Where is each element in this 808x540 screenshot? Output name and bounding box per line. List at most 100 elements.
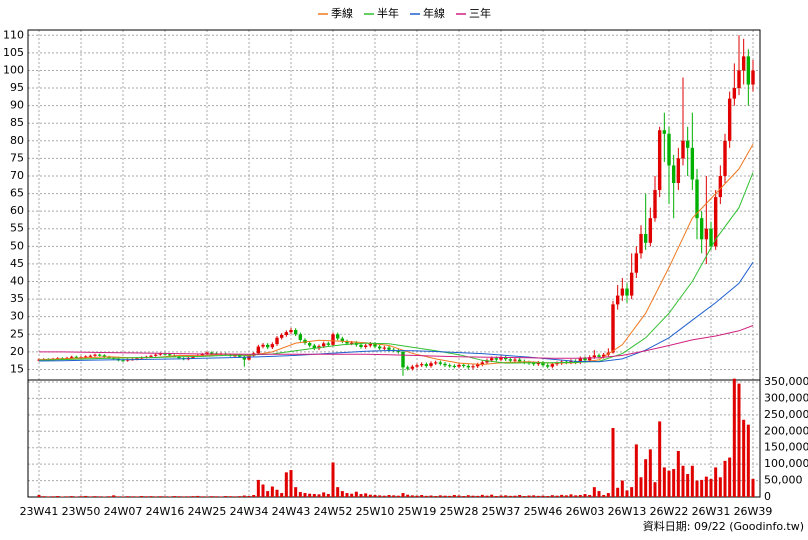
volume-bar <box>126 496 130 497</box>
candle-body <box>531 363 536 365</box>
candle-body <box>662 130 667 134</box>
candle-body <box>209 352 214 354</box>
y-tick-label: 45 <box>10 257 24 270</box>
candle-body <box>149 355 153 357</box>
candle-body <box>363 345 368 347</box>
volume-bar <box>140 496 144 497</box>
x-tick-label: 24W25 <box>188 505 227 518</box>
candle-body <box>578 358 583 363</box>
x-tick-label: 23W41 <box>20 505 59 518</box>
volume-bar <box>420 495 424 497</box>
candle-body <box>265 344 270 348</box>
volume-bar <box>546 496 550 497</box>
footnote: 資料日期: 09/22 (Goodinfo.tw) <box>643 519 804 533</box>
volume-bar <box>597 491 601 497</box>
volume-bar <box>574 495 578 497</box>
volume-bar <box>550 495 554 497</box>
volume-bar <box>662 467 666 497</box>
volume-bar <box>354 491 358 497</box>
volume-bar <box>144 496 148 497</box>
volume-bar <box>130 496 134 497</box>
candle-body <box>685 140 690 148</box>
volume-bar <box>746 424 750 497</box>
volume-bar <box>275 489 279 497</box>
volume-bar <box>634 444 638 497</box>
volume-bar <box>704 476 708 497</box>
candle-body <box>555 363 559 365</box>
volume-tick-label: 100,000 <box>764 457 808 470</box>
volume-bar <box>471 495 475 497</box>
volume-bar <box>443 495 447 497</box>
x-tick-label: 25W28 <box>440 505 479 518</box>
candle-body <box>289 330 293 333</box>
candle-body <box>466 365 471 368</box>
y-tick-label: 55 <box>10 222 24 235</box>
volume-bar <box>742 419 746 497</box>
volume-bar <box>392 495 396 497</box>
candle-body <box>167 354 172 356</box>
volume-bar <box>280 493 284 497</box>
candle-body <box>419 364 424 366</box>
volume-bar <box>555 495 559 497</box>
y-tick-label: 30 <box>10 310 24 323</box>
candle-body <box>601 354 606 357</box>
candle-body <box>121 360 125 362</box>
candle-body <box>718 175 723 198</box>
volume-bar <box>51 496 55 497</box>
volume-bar <box>424 495 428 497</box>
volume-bar <box>74 496 78 497</box>
volume-bar <box>583 494 587 497</box>
x-tick-label: 26W22 <box>650 505 689 518</box>
legend-label: 三年 <box>469 6 491 20</box>
candle-body <box>671 165 676 184</box>
volume-bar <box>340 491 344 497</box>
volume-bar <box>350 493 354 497</box>
candle-body <box>583 358 587 361</box>
y-tick-label: 50 <box>10 239 24 252</box>
y-tick-label: 20 <box>10 345 24 358</box>
volume-bar <box>457 495 461 497</box>
candle-body <box>443 363 447 366</box>
candle-body <box>377 346 382 349</box>
candle-body <box>373 343 377 347</box>
volume-bar <box>172 496 176 497</box>
volume-bar <box>564 495 568 497</box>
volume-bar <box>196 495 200 497</box>
x-tick-label: 24W52 <box>314 505 353 518</box>
volume-bar <box>79 496 83 497</box>
candle-body <box>751 70 755 85</box>
volume-bar <box>569 494 573 497</box>
volume-bar <box>359 494 363 497</box>
volume-bar <box>620 480 624 497</box>
x-tick-label: 26W31 <box>692 505 731 518</box>
candle-body <box>97 354 102 356</box>
candle-body <box>298 334 303 340</box>
volume-tick-label: 50,000 <box>764 474 803 487</box>
candle-body <box>321 343 326 347</box>
volume-bar <box>387 495 391 497</box>
volume-bar <box>513 495 517 497</box>
volume-bar <box>210 496 214 497</box>
volume-bar <box>308 493 312 497</box>
candle-body <box>284 332 289 335</box>
candle-body <box>629 272 634 296</box>
volume-bar <box>667 470 671 497</box>
volume-bar <box>317 494 321 497</box>
volume-tick-label: 250,000 <box>764 408 808 421</box>
candle-body <box>102 355 107 357</box>
volume-bar <box>84 495 88 497</box>
candle-body <box>746 56 751 85</box>
volume-bar <box>70 496 74 497</box>
x-tick-label: 23W50 <box>62 505 101 518</box>
volume-bar <box>690 465 694 497</box>
candle-body <box>587 357 592 361</box>
volume-bar <box>560 494 564 497</box>
volume-bar <box>364 493 368 497</box>
y-tick-label: 85 <box>10 116 24 129</box>
candle-body <box>88 355 93 357</box>
volume-tick-label: 200,000 <box>764 424 808 437</box>
volume-bar <box>466 495 470 497</box>
volume-tick-label: 150,000 <box>764 441 808 454</box>
volume-bar <box>116 496 120 497</box>
volume-tick-label: 0 <box>764 490 771 503</box>
